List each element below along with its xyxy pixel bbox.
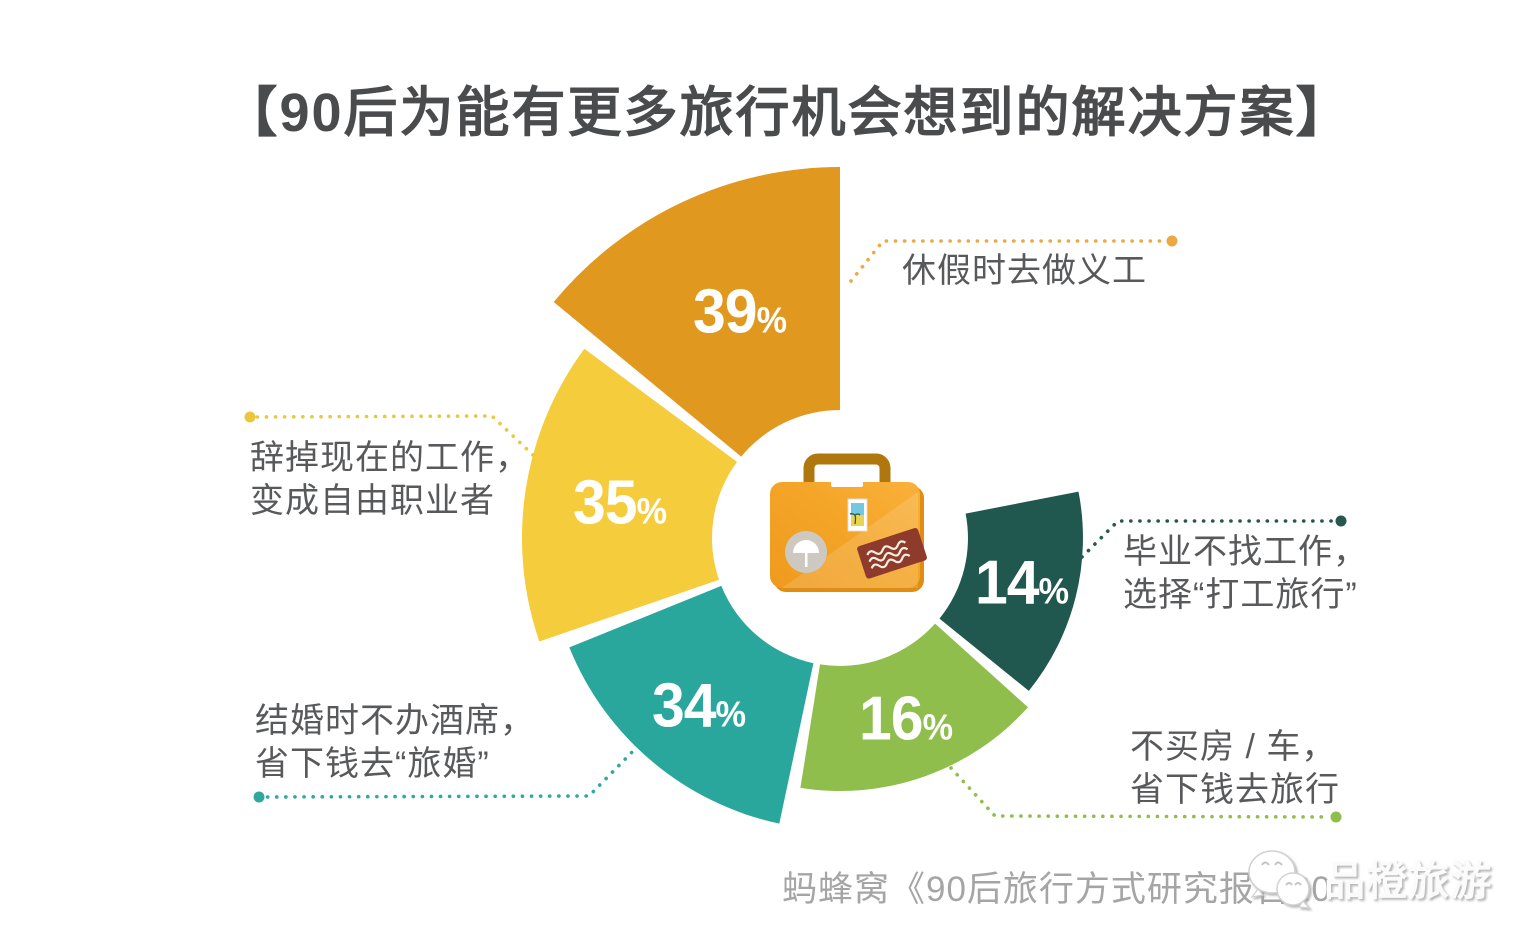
wedge-39pct [553,167,840,457]
rose-wedges [521,167,1083,824]
callout-line-4 [1080,519,1337,559]
watermark: 品橙旅游 [1244,843,1492,911]
wedge-14pct [939,491,1083,691]
callout-dot-2 [244,411,256,423]
callout-line-2 [254,414,535,457]
callout-dot-1 [1166,235,1178,247]
wedge-16pct [800,623,1028,792]
callout-line-1 [849,239,1168,283]
umbrella-pole [805,553,808,567]
suitcase-icon [770,453,927,592]
watermark-text: 品橙旅游 [1324,858,1492,904]
callout-dot-4 [1335,515,1347,527]
umbrella-icon [793,540,819,553]
callout-line-3 [263,744,640,799]
callout-line-5 [949,766,1332,819]
callout-lines [244,235,1347,823]
photo-sticker [847,498,868,532]
page-title: 【90后为能有更多旅行机会想到的解决方案】 [223,83,1352,143]
callout-dot-5 [1330,811,1342,823]
suitcase-handle-mount [831,469,863,487]
luggage-tag [857,528,927,579]
callout-dot-3 [253,791,265,803]
wedge-35pct [521,348,738,642]
wedge-34pct [569,585,814,824]
wechat-icon [1248,850,1311,909]
source-citation: 蚂蜂窝《90后旅行方式研究报告20 [782,870,1332,909]
